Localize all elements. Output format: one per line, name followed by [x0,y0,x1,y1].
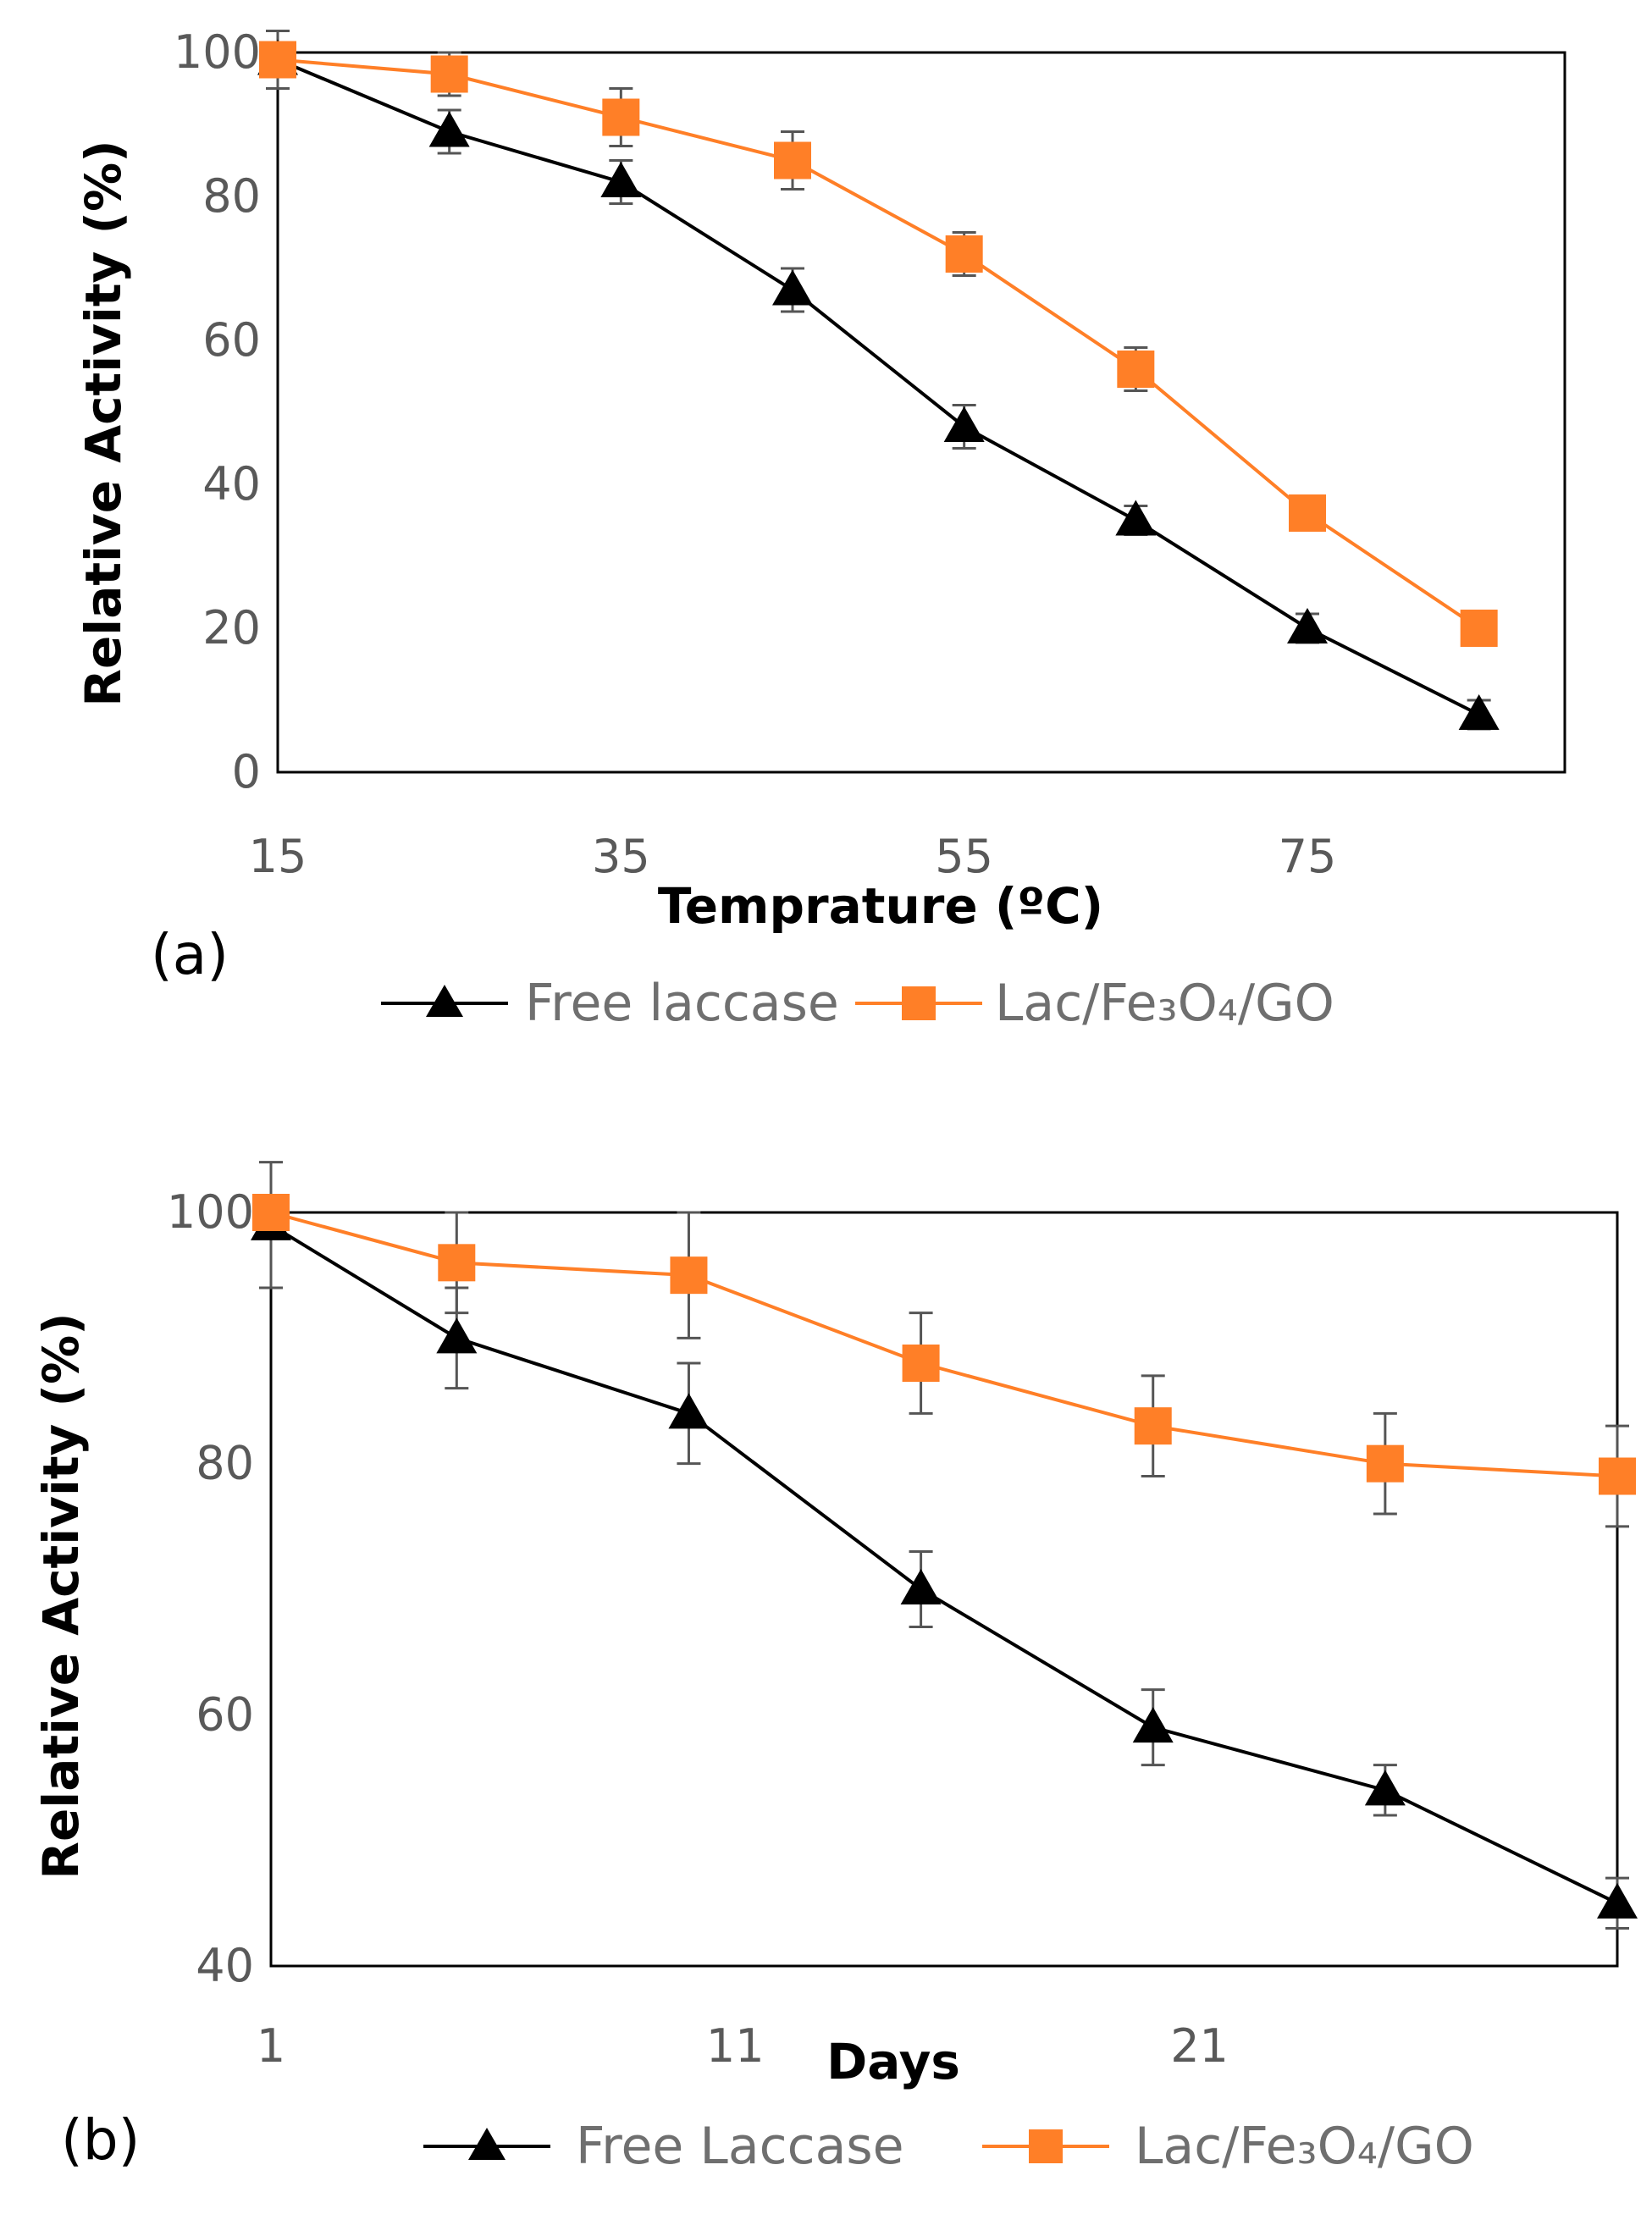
plot-area-a [276,51,1566,774]
data-point [774,141,811,179]
series-line [277,58,1480,630]
x-axis-title-a: Temprature (ºC) [658,877,1103,935]
y-tick-label: 40 [196,1939,254,1992]
chart-panel-a: 0 20 40 60 80 100 15 35 55 75 Relative Activity (… [75,25,1566,1033]
y-tick-label: 60 [196,1687,254,1741]
data-point [1364,1770,1406,1806]
data-point [670,1256,708,1295]
panel-label-a: (a) [151,922,229,987]
y-tick-label: 100 [174,25,261,79]
series-free-laccase [257,30,1500,731]
series-lac-fe3o4-go [252,1194,1636,1528]
legend-item: Free laccase [381,974,839,1033]
legend-square-marker [1029,2129,1063,2163]
y-tick-label: 100 [167,1185,254,1239]
data-point [600,162,642,197]
y-tick-label: 20 [202,601,261,654]
x-tick-label: 35 [592,830,650,883]
y-tick-label: 60 [202,313,261,367]
data-point [1132,1707,1174,1743]
legend-triangle-marker [468,2128,506,2160]
legend-label: Free laccase [525,974,839,1033]
x-tick-label: 11 [706,2019,765,2073]
legend-label: Lac/Fe₃O₄/GO [1135,2117,1474,2176]
legend-label: Free Laccase [576,2117,904,2176]
data-point [668,1393,710,1429]
legend-triangle-marker [426,985,463,1017]
data-point [1599,1457,1636,1495]
x-tick-label: 21 [1170,2019,1229,2073]
panel-label-b: (b) [61,2107,140,2173]
data-point [1366,1444,1404,1483]
x-tick-label: 1 [257,2019,285,2073]
data-point [602,98,640,136]
data-point [772,269,813,306]
data-point [943,406,985,442]
data-point [900,1569,942,1604]
series-free-laccase [251,1161,1638,1930]
legend-label: Lac/Fe₃O₄/GO [995,974,1334,1033]
data-point [436,1317,478,1354]
data-point [945,235,983,273]
legend-item: Lac/Fe₃O₄/GO [855,974,1334,1033]
data-point [1117,351,1155,388]
data-point [1458,694,1500,730]
x-tick-label: 15 [249,830,307,883]
data-point [252,1194,290,1231]
x-axis-title-b: Days [826,2033,960,2090]
data-point [1134,1407,1172,1445]
x-tick-label: 55 [935,830,993,883]
series-line [269,1223,1618,1905]
data-point [428,111,470,147]
y-axis-title-b: Relative Activity (%) [32,1312,90,1879]
y-tick-label: 80 [196,1437,254,1490]
y-tick-label: 80 [202,169,261,223]
y-tick-label: 0 [232,745,261,798]
legend-square-marker [902,986,936,1020]
y-axis-title-a: Relative Activity (%) [75,140,132,706]
legend-b: Free Laccase Lac/Fe₃O₄/GO [423,2117,1474,2176]
data-point [1460,610,1498,647]
data-point [430,55,468,93]
data-point [1597,1882,1638,1919]
x-tick-label: 75 [1279,830,1337,883]
series-lac-fe3o4-go [259,41,1498,647]
data-point [1289,494,1326,532]
series-line [277,58,1480,716]
legend-a: Free laccase Lac/Fe₃O₄/GO [381,974,1334,1033]
data-point [259,41,296,79]
plot-area-b [269,1211,1619,1968]
legend-item: Lac/Fe₃O₄/GO [982,2117,1474,2176]
data-point [902,1345,940,1382]
data-point [438,1244,476,1282]
y-tick-label: 40 [202,457,261,511]
data-point [1287,608,1328,643]
legend-item: Free Laccase [423,2117,904,2176]
data-point [1115,500,1157,536]
